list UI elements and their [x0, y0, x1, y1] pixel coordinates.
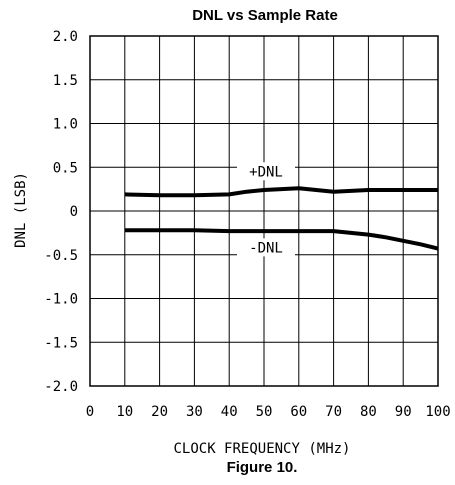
grid	[89, 35, 439, 387]
series-label-bg-1	[237, 238, 295, 257]
tick-labels: 0 10 20 30 40 50 60 70 80 90 100 2.0 1.5 1.0 0.5 0 -0.5 -…	[44, 29, 450, 420]
y-tick-label-7: -1.5	[44, 335, 78, 351]
series-label-bg-0	[237, 162, 295, 181]
figure-caption: Figure 10.	[227, 459, 298, 476]
y-tick-label-4: 0	[70, 204, 78, 220]
y-tick-label-2: 1.0	[53, 117, 78, 133]
y-axis-label: DNL (LSB)	[13, 172, 29, 248]
chart-title: DNL vs Sample Rate	[192, 7, 338, 24]
series-line-plus-dnl	[124, 186, 438, 198]
y-tick-label-6: -1.0	[44, 292, 78, 308]
y-tick-label-5: -0.5	[44, 248, 78, 264]
plot-frame	[89, 35, 439, 387]
series-line-minus-dnl	[124, 228, 439, 251]
x-tick-label-2: 20	[151, 404, 168, 420]
x-axis-label: CLOCK FREQUENCY (MHz)	[173, 441, 350, 457]
x-tick-label-8: 80	[360, 404, 377, 420]
y-tick-label-8: -2.0	[44, 379, 78, 395]
y-tick-label-1: 1.5	[53, 73, 78, 89]
series-label-minus-dnl: -DNL	[249, 240, 283, 256]
series-layer: +DNL -DNL	[124, 162, 439, 257]
series-label-plus-dnl: +DNL	[249, 164, 283, 180]
x-tick-label-6: 60	[290, 404, 307, 420]
x-tick-label-1: 10	[116, 404, 133, 420]
x-tick-label-7: 70	[325, 404, 342, 420]
y-tick-label-0: 2.0	[53, 29, 78, 45]
x-tick-label-9: 90	[395, 404, 412, 420]
x-tick-label-3: 30	[186, 404, 203, 420]
x-tick-label-4: 40	[221, 404, 238, 420]
y-tick-label-3: 0.5	[53, 160, 78, 176]
x-tick-label-0: 0	[86, 404, 94, 420]
x-tick-label-5: 50	[256, 404, 273, 420]
x-tick-label-10: 100	[425, 404, 450, 420]
